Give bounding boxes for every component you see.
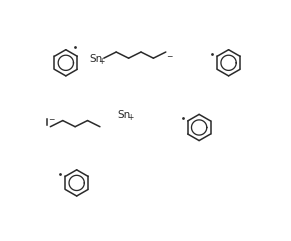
Text: −: − bbox=[166, 52, 173, 61]
Text: +: + bbox=[98, 57, 105, 66]
Text: Sn: Sn bbox=[118, 110, 131, 120]
Text: −: − bbox=[48, 115, 54, 124]
Text: Sn: Sn bbox=[89, 54, 102, 64]
Text: +: + bbox=[127, 113, 134, 122]
